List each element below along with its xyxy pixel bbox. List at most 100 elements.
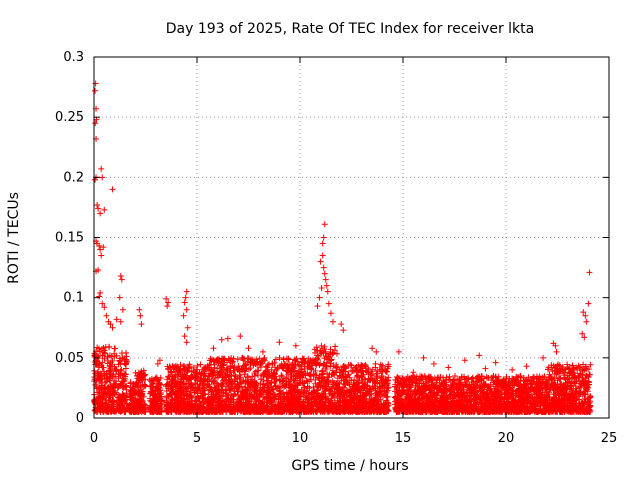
data-point	[220, 377, 227, 384]
data-point	[138, 388, 145, 395]
data-point	[154, 376, 161, 383]
data-point	[167, 407, 174, 414]
data-point	[302, 395, 309, 402]
data-point	[320, 408, 327, 415]
data-point	[304, 385, 311, 392]
data-point	[183, 388, 190, 395]
data-point	[208, 378, 215, 385]
data-point	[242, 402, 249, 409]
data-point	[120, 378, 127, 385]
data-point	[180, 406, 187, 413]
data-point	[241, 362, 248, 369]
data-point	[228, 399, 235, 406]
data-point	[174, 372, 181, 379]
data-point	[301, 384, 308, 391]
data-point	[278, 372, 285, 379]
data-point	[223, 379, 230, 386]
data-point	[202, 375, 209, 382]
data-point	[251, 393, 258, 400]
data-point	[99, 396, 106, 403]
data-point	[288, 372, 295, 379]
data-point	[291, 407, 298, 413]
data-point	[270, 391, 277, 398]
data-point	[291, 377, 298, 384]
data-point	[252, 394, 259, 401]
data-point	[295, 369, 302, 376]
data-point	[315, 404, 322, 411]
data-point	[254, 367, 261, 374]
data-point	[216, 394, 223, 401]
data-point	[202, 365, 209, 372]
data-point	[122, 360, 129, 367]
data-point	[137, 370, 144, 377]
data-point	[111, 363, 118, 370]
data-point	[446, 373, 453, 380]
data-point	[265, 384, 272, 391]
data-point	[271, 404, 278, 411]
data-point	[306, 395, 313, 402]
data-point	[132, 369, 139, 376]
data-point	[231, 388, 238, 395]
data-point	[318, 342, 325, 349]
data-point	[154, 391, 161, 398]
data-point	[283, 367, 290, 374]
data-point	[232, 371, 239, 378]
data-point	[288, 389, 295, 396]
data-point	[283, 368, 290, 375]
data-point	[91, 350, 98, 357]
data-point	[95, 373, 102, 380]
data-point	[368, 372, 375, 379]
data-point	[333, 350, 340, 357]
data-point	[146, 395, 153, 402]
data-point	[264, 403, 271, 410]
data-point	[127, 379, 134, 386]
data-point	[319, 371, 326, 378]
data-point	[115, 397, 122, 404]
data-point	[290, 364, 297, 371]
data-point	[171, 406, 178, 413]
data-point	[264, 362, 271, 369]
data-point	[328, 407, 335, 414]
data-point	[330, 349, 337, 356]
data-point	[102, 350, 109, 357]
data-point	[214, 388, 221, 395]
data-point	[288, 400, 295, 407]
data-point	[178, 373, 185, 380]
data-point	[313, 408, 320, 415]
data-point	[279, 364, 286, 371]
data-point	[227, 405, 234, 412]
data-point	[296, 372, 303, 379]
data-point	[137, 407, 144, 414]
data-point	[190, 364, 197, 371]
data-point	[100, 390, 107, 397]
data-point	[123, 357, 130, 364]
data-point	[317, 396, 324, 403]
data-point	[301, 355, 308, 362]
data-point	[289, 367, 296, 374]
data-point	[207, 407, 214, 414]
data-point	[102, 379, 109, 386]
data-point	[292, 357, 299, 364]
data-point	[227, 369, 233, 376]
data-point	[235, 391, 242, 398]
data-point	[194, 387, 201, 394]
data-point	[260, 356, 267, 363]
data-point	[275, 393, 282, 400]
data-point	[118, 366, 125, 373]
data-point	[284, 407, 291, 414]
data-point	[322, 396, 329, 403]
data-point	[100, 368, 107, 375]
data-point	[312, 357, 319, 364]
data-point	[149, 390, 156, 397]
data-point	[293, 397, 300, 404]
data-point	[282, 402, 289, 409]
data-point	[184, 367, 191, 374]
data-point	[121, 377, 128, 384]
data-point	[278, 404, 285, 411]
data-point	[260, 387, 267, 394]
data-point	[203, 366, 210, 373]
data-point	[106, 394, 113, 401]
data-point	[244, 373, 251, 380]
data-point	[112, 391, 119, 398]
data-point	[283, 393, 290, 400]
